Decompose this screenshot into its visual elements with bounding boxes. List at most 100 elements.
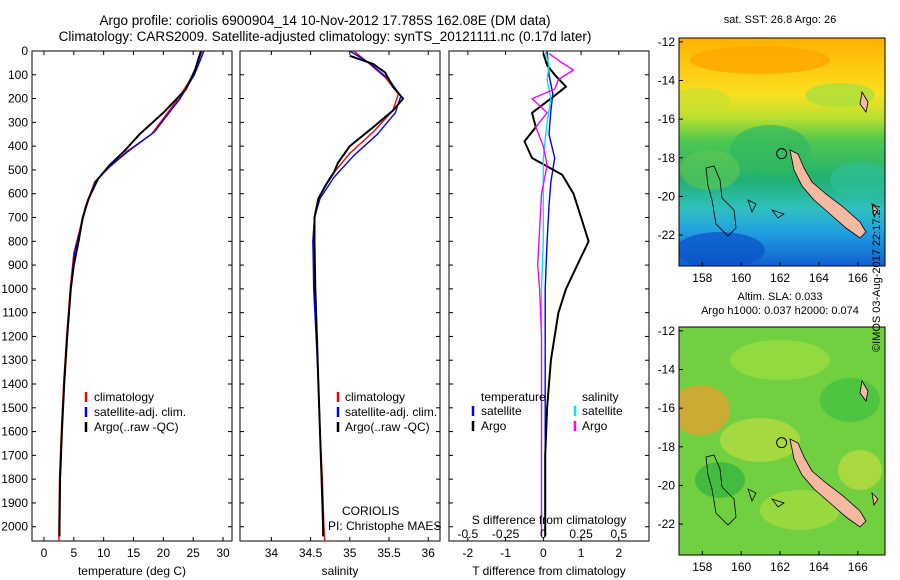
x-tick-label: 34 (265, 546, 279, 560)
depth-tick-label: 800 (8, 234, 28, 248)
legend-satellite-label: satellite-adj. clim. (345, 405, 437, 419)
depth-tick-label: 1400 (1, 377, 28, 391)
salinity-legend: climatology satellite-adj. clim. Argo(..… (336, 390, 437, 434)
depth-tick-label: 400 (8, 139, 28, 153)
lon-tick-label: 160 (731, 560, 751, 574)
series-line-climatology (58, 51, 203, 541)
legend-s-satellite-label: satellite (582, 404, 623, 418)
legend-t-argo-label: Argo (481, 419, 507, 433)
legend-salinity-title: salinity (582, 390, 619, 404)
s-diff-tick-label: 0.5 (610, 527, 627, 541)
sla-coastline (705, 379, 879, 528)
difference-y-ticks (449, 50, 649, 528)
lat-tick-label: -20 (658, 189, 676, 203)
sla-map-title-line1: Altim. SLA: 0.033 (738, 291, 823, 303)
x-tick-label: 0 (540, 546, 547, 560)
series-line-argo (58, 51, 202, 537)
sla-patch (720, 418, 800, 462)
x-tick-label: 20 (157, 546, 171, 560)
small-island (770, 209, 785, 219)
x-tick-label: 35 (343, 546, 357, 560)
small-island (747, 199, 757, 214)
depth-tick-label: 1000 (1, 282, 28, 296)
sst-map: sat. SST: 26.8 Argo: 26 (658, 14, 886, 285)
x-tick-label: 34.5 (299, 546, 323, 560)
profile-location-marker (776, 148, 788, 160)
depth-tick-label: 700 (8, 211, 28, 225)
s-diff-tick-label: 0.25 (569, 527, 593, 541)
legend-argo-label: Argo(..raw -QC) (94, 420, 179, 434)
sla-map-y-axis: -12 -14 -16 -18 -20 -22 (658, 324, 683, 531)
lon-tick-label: 162 (770, 271, 790, 285)
s-diff-tick-label: -0.5 (458, 527, 479, 541)
depth-tick-label: 1600 (1, 425, 28, 439)
lat-tick-label: -20 (658, 478, 676, 492)
x-tick-label: 2 (615, 546, 622, 560)
new-caledonia (789, 149, 867, 239)
lon-tick-label: 158 (692, 560, 712, 574)
s-diff-tick-label: -0.25 (492, 527, 520, 541)
lat-tick-label: -16 (658, 112, 676, 126)
series-line-argo (313, 54, 405, 537)
difference-panel: -2 -1 0 1 2 T difference from climatology S … (448, 50, 650, 578)
sla-map: Altim. SLA: 0.033 Argo h1000: 0.037 h200… (658, 291, 886, 574)
depth-tick-label: 1500 (1, 401, 28, 415)
series-line-t-argo (523, 53, 590, 537)
sla-patch (820, 378, 880, 422)
x-tick-label: 10 (97, 546, 111, 560)
lat-tick-label: -14 (658, 363, 676, 377)
depth-tick-label: 100 (8, 68, 28, 82)
temperature-panel: 0100200300400500600700800900100011001200… (1, 44, 233, 578)
x-tick-label: 25 (187, 546, 201, 560)
sst-map-frame (678, 37, 886, 267)
difference-x-axis: -2 -1 0 1 2 (463, 51, 622, 560)
depth-tick-label: 200 (8, 92, 28, 106)
lat-tick-label: -12 (658, 35, 676, 49)
difference-lines (523, 51, 590, 537)
small-island (871, 202, 879, 218)
figure-title-line2: Climatology: CARS2009. Satellite-adjuste… (58, 29, 592, 44)
small-island (747, 488, 757, 503)
x-tick-label: 5 (70, 546, 77, 560)
difference-legend: temperature satellite Argo salinity sate… (471, 390, 623, 433)
sla-map-title-line2: Argo h1000: 0.037 h2000: 0.074 (701, 305, 859, 317)
small-island (859, 379, 869, 402)
lon-tick-label: 164 (809, 271, 829, 285)
lat-tick-label: -14 (658, 74, 676, 88)
warm-patch (805, 83, 875, 107)
lat-tick-label: -22 (658, 517, 676, 531)
series-line-s-argo (531, 52, 575, 537)
new-caledonia (789, 438, 867, 528)
legend-s-argo-label: Argo (582, 419, 608, 433)
lat-tick-label: -18 (658, 151, 676, 165)
lat-tick-label: -12 (658, 324, 676, 338)
legend-argo-label: Argo(..raw -QC) (345, 420, 430, 434)
x-tick-label: 35.5 (377, 546, 401, 560)
sst-coastline (705, 90, 879, 239)
lat-tick-label: -18 (658, 440, 676, 454)
lon-tick-label: 164 (809, 560, 829, 574)
depth-tick-label: 600 (8, 187, 28, 201)
x-tick-label: 0 (41, 546, 48, 560)
lon-tick-label: 166 (848, 271, 868, 285)
salinity-lines (312, 51, 405, 541)
sst-map-x-axis: 158 160 162 164 166 (692, 262, 868, 285)
series-line-t-satellite (544, 51, 556, 537)
temperature-xlabel: temperature (deg C) (78, 564, 186, 578)
small-island (859, 90, 869, 113)
sla-map-frame (678, 326, 886, 556)
depth-tick-label: 1100 (2, 306, 28, 320)
lat-tick-label: -22 (658, 228, 676, 242)
depth-tick-label: 300 (8, 115, 28, 129)
figure-title-line1: Argo profile: coriolis 6900904_14 10-Nov… (99, 13, 551, 28)
sst-patches (679, 46, 885, 266)
depth-tick-label: 1200 (1, 329, 28, 343)
t-difference-xlabel: T difference from climatology (472, 564, 626, 578)
sla-patch (838, 450, 882, 490)
sla-low-patch (695, 462, 745, 498)
sla-patch (730, 340, 830, 380)
salinity-panel: 34 34.5 35 35.5 36 salinity climatology sate… (239, 50, 441, 578)
cool-patch (730, 125, 810, 175)
small-island (770, 498, 785, 508)
cool-patch (680, 150, 740, 190)
